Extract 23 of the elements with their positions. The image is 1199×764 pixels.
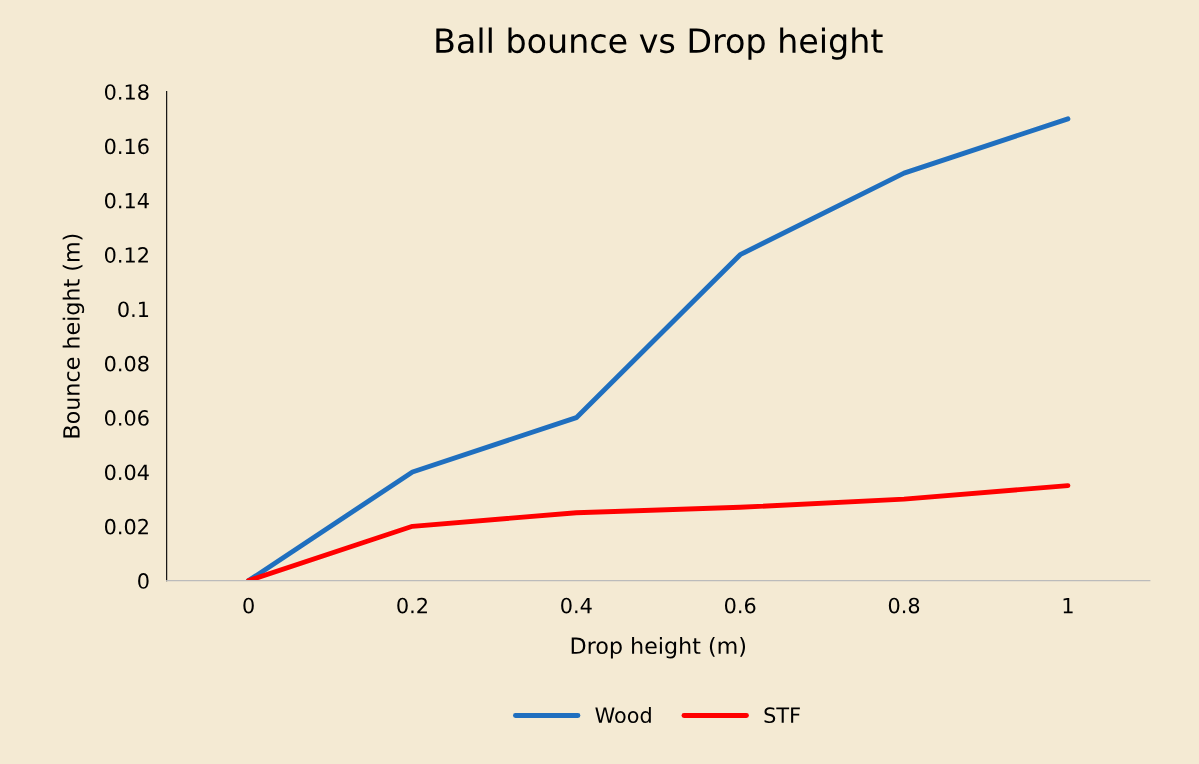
y-tick-label: 0.18 bbox=[104, 84, 149, 100]
y-tick-label: 0.06 bbox=[104, 410, 149, 426]
y-tick-label: 0 bbox=[138, 573, 149, 589]
y-tick-label: 0.1 bbox=[118, 301, 149, 318]
y-axis-title: Bounce height (m) bbox=[62, 234, 85, 438]
y-tick-label: 0.14 bbox=[104, 192, 149, 209]
legend-label: Wood bbox=[595, 706, 651, 724]
legend-label: STF bbox=[764, 707, 800, 724]
y-tick-label: 0.12 bbox=[104, 247, 148, 263]
y-tick-label: 0.08 bbox=[104, 355, 149, 372]
x-tick-label: 0.8 bbox=[888, 597, 920, 614]
y-tick-label: 0.04 bbox=[104, 464, 149, 481]
x-axis-title: Drop height (m) bbox=[571, 636, 746, 659]
x-tick-label: 0 bbox=[243, 597, 254, 614]
x-tick-label: 0.6 bbox=[724, 597, 756, 614]
y-tick-label: 0.02 bbox=[104, 518, 148, 535]
x-tick-label: 0.2 bbox=[397, 597, 427, 614]
line-series bbox=[246, 483, 1071, 581]
x-tick-label: 1 bbox=[1063, 597, 1073, 614]
line-series bbox=[246, 116, 1071, 581]
chart-title: Ball bounce vs Drop height bbox=[436, 27, 883, 60]
x-tick-label: 0.4 bbox=[561, 597, 592, 614]
y-tick-label: 0.16 bbox=[104, 138, 149, 155]
